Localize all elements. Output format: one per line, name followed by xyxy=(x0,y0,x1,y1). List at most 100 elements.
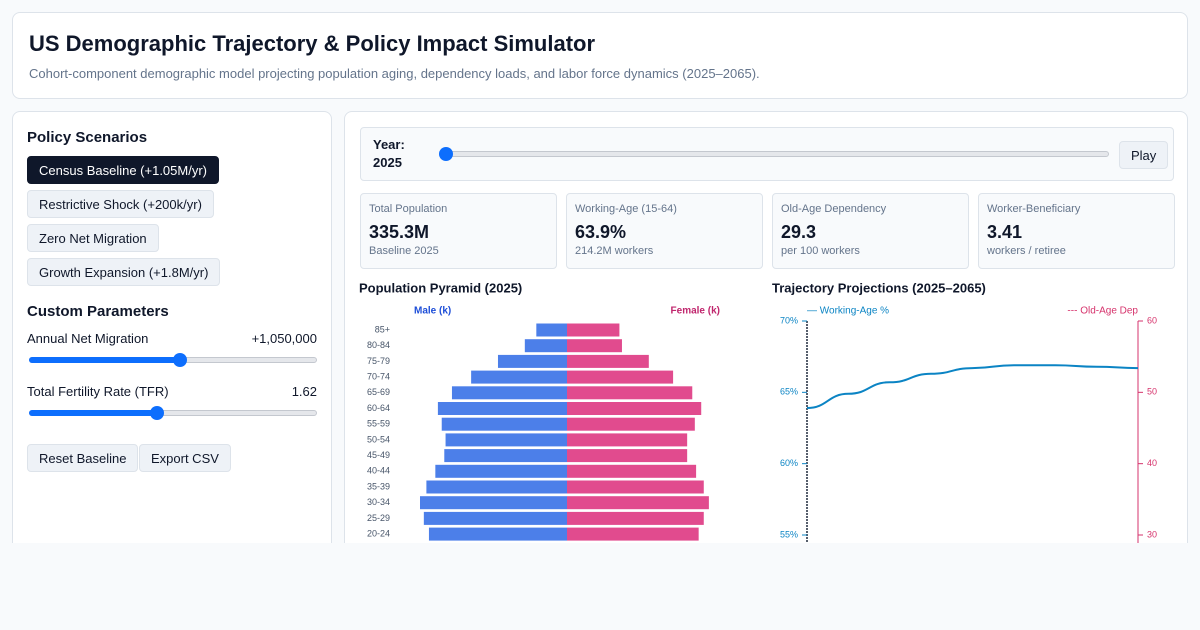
chart-title: Trajectory Projections (2025–2065) xyxy=(772,280,986,295)
stat-sub: per 100 workers xyxy=(781,245,860,257)
stat-value: 3.41 xyxy=(987,222,1023,242)
bar xyxy=(437,402,567,415)
bar xyxy=(423,511,567,525)
stat-sub: Baseline 2025 xyxy=(369,245,439,257)
sidebar: Policy Scenarios Custom Parameters Censu… xyxy=(12,111,332,543)
param-label: Annual Net Migration xyxy=(27,331,149,346)
series-line xyxy=(806,364,1139,409)
bar xyxy=(567,527,699,541)
age-label: 80-84 xyxy=(367,340,390,350)
slider-fill xyxy=(29,357,181,363)
bar xyxy=(567,496,709,510)
bar xyxy=(567,386,693,400)
scenario-button[interactable]: Growth Expansion (+1.8M/yr) xyxy=(27,258,221,286)
age-label: 25-29 xyxy=(367,513,390,523)
y-tick-label: 70% xyxy=(780,315,798,325)
stat-card: Working-Age (15-64) 63.9% 214.2M workers xyxy=(566,193,763,269)
bar xyxy=(567,480,704,494)
age-label: 40-44 xyxy=(367,466,390,476)
stat-label: Worker-Beneficiary xyxy=(987,203,1081,215)
bar xyxy=(435,464,567,478)
action-button[interactable]: Reset Baseline xyxy=(27,444,139,472)
bar xyxy=(524,339,567,353)
main-panel: Year: 2025 Play Total Population 335.3M Ba… xyxy=(344,111,1188,543)
legend-label: — Working-Age % xyxy=(807,306,889,317)
param-value: 1.62 xyxy=(291,384,317,399)
bar xyxy=(451,386,567,400)
y-tick-label: 60% xyxy=(780,458,798,468)
chart-title: Population Pyramid (2025) xyxy=(359,280,522,295)
stat-card: Old-Age Dependency 29.3 per 100 workers xyxy=(772,193,969,269)
slider-thumb[interactable] xyxy=(149,406,164,420)
bar xyxy=(567,417,695,431)
param-label: Total Fertility Rate (TFR) xyxy=(27,384,169,399)
bar xyxy=(567,323,620,337)
age-label: 75-79 xyxy=(367,356,390,366)
stat-sub: 214.2M workers xyxy=(575,245,654,257)
age-label: 60-64 xyxy=(367,403,390,413)
action-button[interactable]: Export CSV xyxy=(139,444,231,472)
bar xyxy=(420,496,567,510)
stat-label: Working-Age (15-64) xyxy=(575,203,677,215)
stat-sub: workers / retiree xyxy=(987,245,1066,257)
heading: Policy Scenarios xyxy=(27,129,148,146)
stat-card: Total Population 335.3M Baseline 2025 xyxy=(360,193,557,269)
legend-label: --- Old-Age Dep xyxy=(1067,306,1138,317)
param-value: +1,050,000 xyxy=(251,331,317,346)
scenario-button[interactable]: Census Baseline (+1.05M/yr) xyxy=(27,156,219,184)
legend-label: Male (k) xyxy=(414,306,451,317)
scenario-button[interactable]: Zero Net Migration xyxy=(27,224,159,252)
heading: Custom Parameters xyxy=(27,303,169,320)
y2-tick-label: 60 xyxy=(1147,315,1157,325)
play-button[interactable]: Play xyxy=(1119,141,1169,169)
stat-label: Old-Age Dependency xyxy=(781,203,887,215)
bar xyxy=(536,323,567,337)
bar xyxy=(567,433,688,447)
age-label: 50-54 xyxy=(367,434,390,444)
stat-label: Total Population xyxy=(369,203,448,215)
bar xyxy=(428,527,567,541)
bar xyxy=(444,449,567,463)
y2-tick-label: 50 xyxy=(1147,387,1157,397)
legend-label: Female (k) xyxy=(671,306,720,317)
y2-tick-label: 40 xyxy=(1147,458,1157,468)
age-label: 85+ xyxy=(375,324,390,334)
bar xyxy=(441,417,567,431)
bar xyxy=(567,449,688,463)
age-label: 70-74 xyxy=(367,371,390,381)
bar xyxy=(567,339,622,353)
viewport: US Demographic Trajectory & Policy Impac… xyxy=(12,12,1188,543)
slider-fill xyxy=(29,410,157,416)
slider-thumb[interactable] xyxy=(173,353,188,367)
header: US Demographic Trajectory & Policy Impac… xyxy=(12,12,1188,99)
age-label: 30-34 xyxy=(367,497,390,507)
scenario-button[interactable]: Restrictive Shock (+200k/yr) xyxy=(27,190,214,218)
charts: Population Pyramid (2025) Male (k) Female … xyxy=(359,280,1157,543)
age-label: 65-69 xyxy=(367,387,390,397)
slider-thumb[interactable] xyxy=(439,147,453,161)
bar xyxy=(567,402,702,415)
stat-card: Worker-Beneficiary 3.41 workers / retiree xyxy=(978,193,1175,269)
bar xyxy=(567,354,649,368)
stat-value: 335.3M xyxy=(369,222,430,242)
y2-tick-label: 30 xyxy=(1147,529,1157,539)
bar xyxy=(426,480,567,494)
y-tick-label: 65% xyxy=(780,387,798,397)
bar xyxy=(445,433,567,447)
title: US Demographic Trajectory & Policy Impac… xyxy=(29,31,596,56)
bar xyxy=(567,511,704,525)
age-label: 35-39 xyxy=(367,481,390,491)
age-label: 55-59 xyxy=(367,419,390,429)
year-value: 2025 xyxy=(373,155,402,170)
bar xyxy=(567,370,674,384)
year-bar: Year: 2025 Play xyxy=(360,127,1174,181)
age-label: 20-24 xyxy=(367,528,390,538)
stat-value: 29.3 xyxy=(781,222,817,242)
bar xyxy=(497,354,567,368)
year-label: Year: xyxy=(373,137,405,152)
age-label: 45-49 xyxy=(367,450,390,460)
stat-value: 63.9% xyxy=(575,222,627,242)
bar xyxy=(567,464,697,478)
y-tick-label: 55% xyxy=(780,529,798,539)
